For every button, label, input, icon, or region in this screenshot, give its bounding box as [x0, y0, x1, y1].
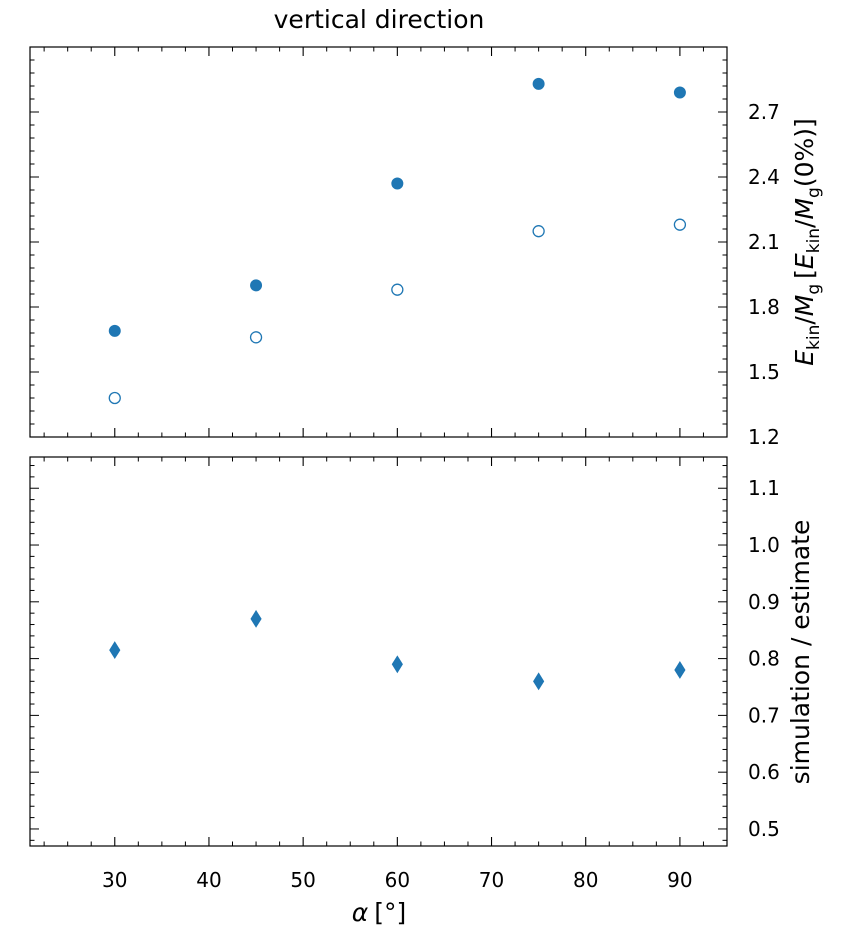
y-tick-label: 0.6 — [748, 760, 780, 784]
ylabel-e: E — [790, 350, 819, 366]
x-tick-label: 70 — [479, 868, 504, 892]
y-tick-label: 0.9 — [748, 590, 780, 614]
data-point-open — [532, 225, 545, 238]
ylabel-kin-sub-2: kin — [804, 228, 824, 253]
data-point-filled — [391, 177, 404, 190]
ylabel-m-2: M — [790, 198, 819, 220]
ylabel-bracket-close: ] — [790, 118, 819, 128]
x-axis-label: α [°] — [352, 898, 407, 927]
data-point-filled — [108, 324, 121, 337]
ylabel-kin-sub: kin — [804, 325, 824, 350]
bottom-axes-frame — [29, 456, 728, 847]
data-point-filled — [250, 279, 263, 292]
data-point-open — [391, 283, 404, 296]
y-tick-label: 1.2 — [748, 425, 780, 449]
bottom-markers — [109, 609, 686, 691]
data-point-open — [673, 218, 687, 231]
y-tick-label: 0.5 — [748, 817, 780, 841]
x-tick-label: 30 — [102, 868, 127, 892]
bottom-ticks: 0.5 0.6 0.7 0.8 0.9 1.0 1.1 30 40 50 60 70 80 90 — [30, 457, 780, 892]
bottom-panel: 0.5 0.6 0.7 0.8 0.9 1.0 1.1 30 40 50 60 70 80 90 simu… — [29, 456, 815, 927]
data-point-diamond — [250, 609, 262, 628]
ylabel-g-sub: g — [804, 284, 824, 295]
ylabel-slash-2: / — [790, 219, 819, 228]
data-point-filled — [673, 86, 686, 99]
ylabel-g-sub-2: g — [804, 187, 824, 198]
y-tick-label: 1.0 — [748, 533, 780, 557]
y-tick-label: 1.8 — [748, 295, 780, 319]
x-tick-label: 50 — [290, 868, 315, 892]
top-ticks: 1.2 1.5 1.8 2.1 2.4 2.7 — [30, 46, 780, 449]
top-axes-frame — [29, 46, 728, 438]
y-tick-label: 0.8 — [748, 647, 780, 671]
xlabel-alpha: α — [352, 898, 369, 927]
chart-title: vertical direction — [274, 5, 485, 34]
y-tick-label: 2.4 — [748, 165, 780, 189]
top-y-axis-label: Ekin/Mg[Ekin/Mg(0%)] — [790, 118, 824, 366]
y-tick-label: 2.7 — [748, 100, 780, 124]
x-tick-label: 80 — [573, 868, 598, 892]
data-point-diamond — [533, 672, 545, 691]
y-tick-label: 2.1 — [748, 230, 780, 254]
top-markers — [108, 77, 687, 405]
ylabel-m: M — [790, 295, 819, 317]
data-point-diamond — [674, 661, 686, 679]
data-point-open — [108, 391, 121, 405]
data-point-diamond — [109, 641, 121, 660]
bottom-y-axis-label: simulation / estimate — [786, 520, 815, 785]
y-tick-label: 1.5 — [748, 360, 780, 384]
x-tick-label: 40 — [196, 868, 221, 892]
ylabel-bracket-open: [ — [790, 269, 819, 279]
x-tick-label: 60 — [385, 868, 410, 892]
y-tick-label: 0.7 — [748, 703, 780, 727]
ylabel-e-2: E — [790, 253, 819, 269]
data-point-filled — [532, 77, 545, 90]
y-tick-label: 1.1 — [748, 476, 780, 500]
top-panel: 1.21.51.82.12.42.7 Ekin/Mg[Ekin/Mg(0%)] — [29, 46, 824, 449]
x-tick-label: 90 — [667, 868, 692, 892]
ylabel-slash: / — [790, 316, 819, 325]
data-point-open — [249, 331, 263, 344]
ylabel-zero: (0%) — [790, 128, 819, 187]
xlabel-unit: [°] — [374, 898, 406, 927]
data-point-diamond — [391, 655, 403, 674]
